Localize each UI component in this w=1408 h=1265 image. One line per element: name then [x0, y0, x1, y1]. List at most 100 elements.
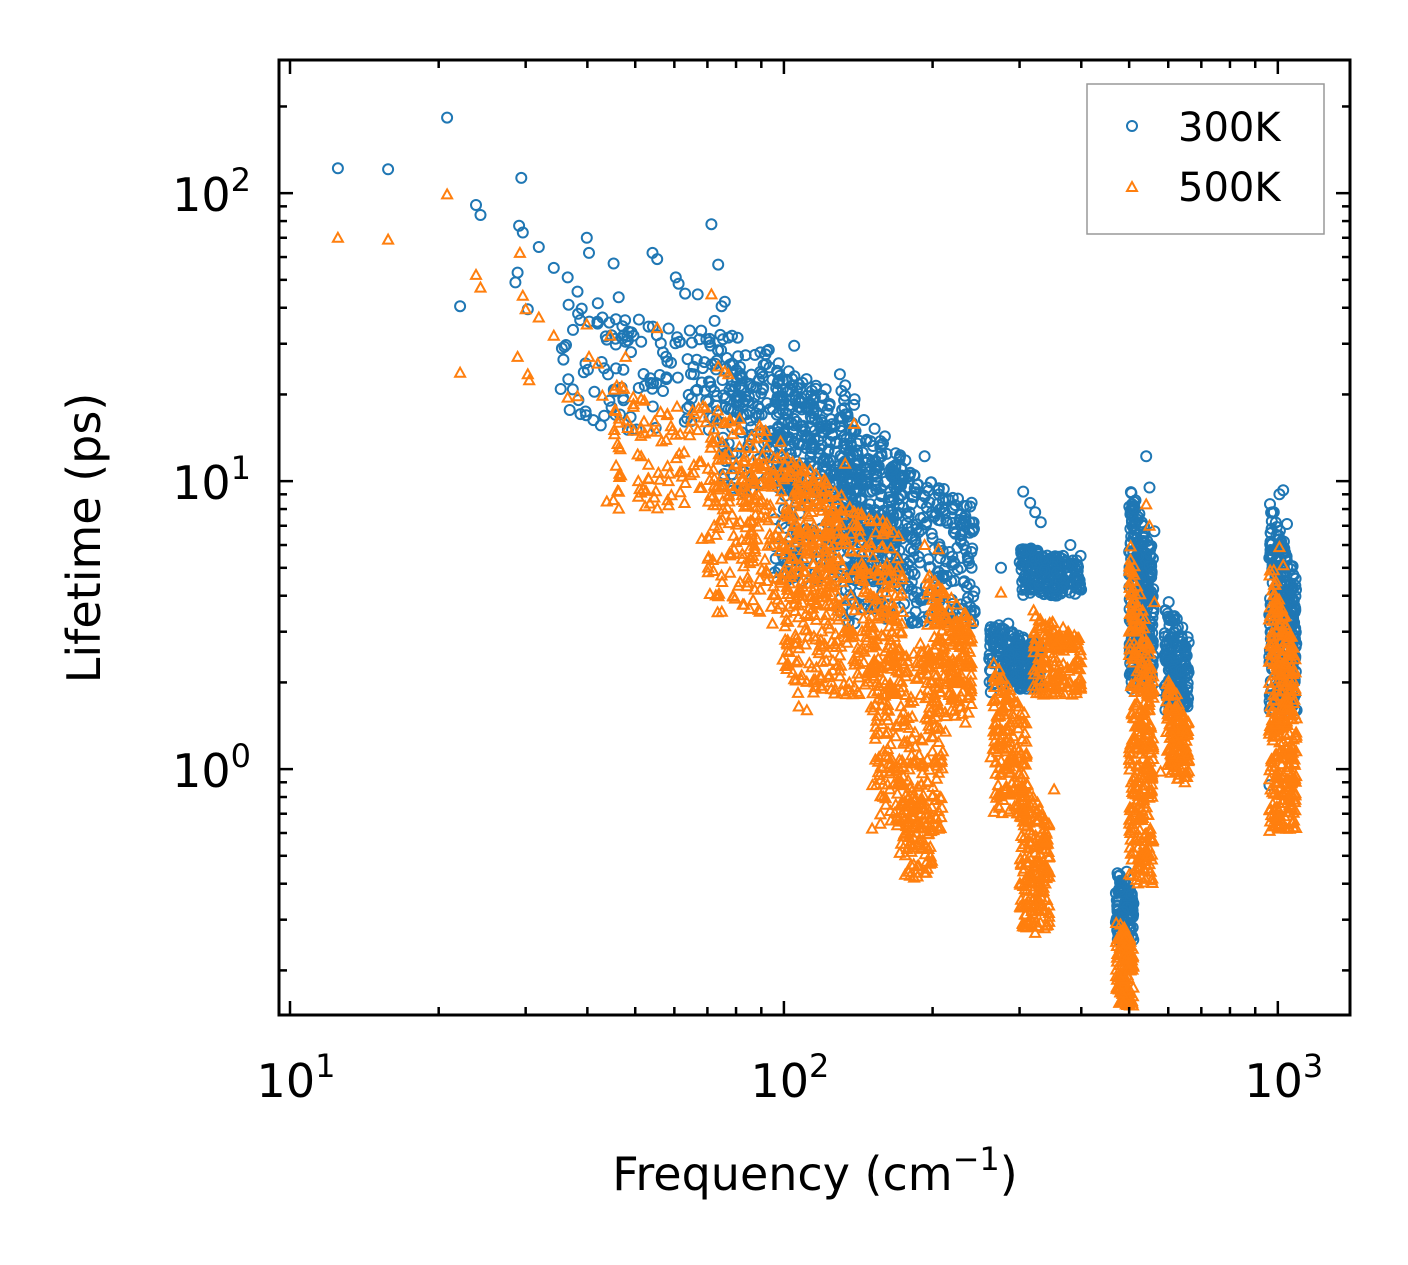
data-point [698, 400, 713, 413]
data-point [727, 542, 741, 555]
data-point [583, 246, 595, 259]
data-point [844, 544, 858, 557]
data-point [441, 111, 454, 124]
data-point [958, 659, 972, 672]
data-point [691, 423, 705, 436]
data-point [621, 420, 635, 433]
data-point [899, 665, 913, 678]
data-point [1167, 663, 1180, 676]
data-point [840, 570, 854, 583]
data-point [886, 686, 901, 699]
data-point [829, 437, 842, 450]
data-point [1143, 481, 1156, 494]
data-point [791, 610, 806, 623]
data-point [661, 493, 675, 506]
data-point [1140, 688, 1155, 701]
data-point [678, 475, 692, 488]
data-point [1130, 698, 1144, 711]
data-point [653, 472, 667, 485]
data-point [1145, 777, 1159, 790]
data-point [603, 394, 616, 407]
data-point [885, 661, 899, 674]
data-point [863, 566, 877, 579]
data-point [887, 525, 901, 538]
data-point [1135, 654, 1150, 667]
data-point [825, 413, 837, 426]
data-point [1045, 687, 1060, 700]
data-point [1018, 789, 1032, 802]
data-point [906, 838, 920, 851]
data-point [939, 660, 954, 673]
data-point [923, 660, 938, 673]
data-point [819, 383, 832, 396]
data-point [864, 514, 879, 527]
data-point [612, 291, 625, 304]
data-point [818, 525, 832, 538]
data-point [873, 789, 888, 802]
data-point [941, 618, 955, 631]
data-point [936, 570, 949, 583]
data-point [1038, 921, 1052, 934]
data-point [1025, 879, 1039, 892]
data-point [906, 491, 919, 503]
data-point [1003, 784, 1017, 797]
data-point [647, 490, 661, 503]
data-point [1169, 623, 1182, 636]
data-point [888, 611, 902, 624]
data-point [607, 382, 621, 395]
data-point [947, 501, 960, 514]
data-point [1130, 681, 1145, 694]
data-point [740, 440, 754, 453]
data-point [1135, 802, 1149, 815]
data-point [1057, 549, 1070, 562]
data-point [817, 483, 831, 496]
data-point [987, 734, 1002, 747]
data-point [779, 658, 794, 671]
data-point [877, 504, 890, 517]
data-point [1124, 746, 1138, 759]
data-point [692, 401, 706, 414]
data-point [1054, 579, 1067, 592]
data-point [1130, 813, 1144, 826]
data-point [737, 453, 752, 466]
data-point [850, 459, 863, 472]
data-point [933, 821, 948, 834]
data-point [802, 396, 815, 409]
data-point [819, 653, 833, 666]
data-point [815, 503, 829, 516]
data-point [960, 677, 974, 690]
data-point [1041, 579, 1054, 591]
data-point [917, 511, 930, 524]
data-point [1140, 847, 1154, 860]
data-point [865, 821, 879, 834]
data-point [673, 465, 687, 478]
data-point [805, 384, 818, 397]
data-point [797, 492, 811, 505]
data-point [1014, 828, 1029, 841]
data-point [846, 517, 860, 530]
data-point [873, 807, 888, 820]
data-point [898, 811, 912, 824]
data-point [920, 617, 935, 630]
data-point [990, 744, 1005, 757]
data-point [1012, 659, 1025, 672]
data-point [702, 549, 716, 562]
data-point [958, 625, 972, 638]
data-point [961, 658, 975, 671]
data-point [1011, 638, 1024, 651]
data-point [876, 687, 890, 700]
data-point [808, 442, 821, 455]
data-point [1123, 762, 1137, 775]
data-point [695, 376, 708, 389]
data-point [650, 501, 665, 514]
data-point [677, 495, 692, 508]
data-point [891, 643, 906, 656]
data-point [644, 377, 657, 389]
data-point [706, 498, 721, 511]
data-point [1019, 734, 1033, 747]
data-point [1038, 650, 1052, 663]
data-point [833, 669, 847, 682]
data-point [848, 603, 862, 616]
data-point [616, 320, 629, 333]
data-point [947, 703, 962, 716]
